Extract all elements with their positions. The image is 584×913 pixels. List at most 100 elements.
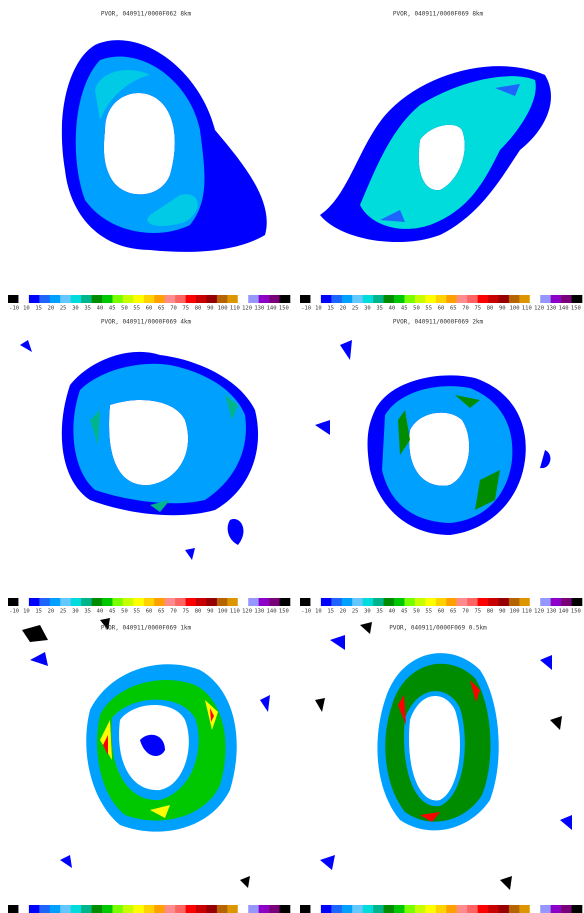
colorbar-swatch (551, 295, 562, 303)
contour-field (62, 40, 267, 252)
colorbar-swatch (186, 598, 197, 606)
colorbar-swatch (60, 598, 71, 606)
colorbar-swatch (186, 295, 197, 303)
colorbar-swatch (60, 295, 71, 303)
colorbar-swatch (217, 905, 228, 913)
colorbar-swatch (280, 598, 291, 606)
colorbar-swatch (133, 295, 144, 303)
colorbar-swatch (342, 598, 353, 606)
colorbar-swatch (530, 905, 541, 913)
colorbar-label: 30 (364, 306, 371, 312)
colorbar-swatch (572, 598, 583, 606)
colorbar-swatch (415, 295, 426, 303)
colorbar-label: 110 (230, 609, 240, 615)
colorbar-label: 140 (559, 306, 569, 312)
colorbar-label: 140 (267, 306, 277, 312)
colorbar-swatch (404, 598, 415, 606)
colorbar-label: 35 (84, 609, 91, 615)
colorbar-label: 15 (35, 609, 42, 615)
colorbar-swatch (175, 295, 186, 303)
colorbar-swatch (71, 905, 82, 913)
colorbar-swatch (280, 295, 291, 303)
colorbar-swatch (154, 598, 165, 606)
colorbar-label: 55 (425, 306, 432, 312)
colorbar-swatch (498, 905, 509, 913)
contour-field (20, 340, 258, 560)
colorbar-swatch (144, 295, 155, 303)
colorbar-swatch (227, 905, 238, 913)
colorbar-label: 45 (401, 306, 408, 312)
colorbar-swatch (467, 905, 478, 913)
colorbar-label: 120 (242, 306, 252, 312)
colorbar-swatch (540, 598, 551, 606)
colorbar-swatch (186, 905, 197, 913)
colorbar-label: 50 (121, 306, 128, 312)
colorbar-swatch (238, 295, 249, 303)
colorbar-swatch (572, 295, 583, 303)
colorbar-label: 120 (534, 609, 544, 615)
colorbar-label: 20 (48, 609, 55, 615)
colorbar-swatch (206, 905, 217, 913)
colorbar-swatch (259, 295, 270, 303)
colorbar-label: 40 (389, 609, 396, 615)
colorbar-swatch (404, 295, 415, 303)
colorbar-label: 130 (254, 609, 264, 615)
colorbar-swatch (436, 598, 447, 606)
colorbar-swatch (519, 598, 530, 606)
colorbar-swatch (310, 295, 321, 303)
colorbar-label: 65 (450, 609, 457, 615)
colorbar-swatch (467, 598, 478, 606)
colorbar-label: 45 (109, 609, 116, 615)
colorbar-swatch (551, 905, 562, 913)
contour-field (315, 340, 550, 535)
panel-title: PVOR, 040911/0000F062 8km (101, 11, 192, 18)
colorbar-swatch (478, 598, 489, 606)
colorbar-label: -10 (9, 306, 19, 312)
colorbar-label: 60 (146, 306, 153, 312)
colorbar-label: 40 (97, 306, 104, 312)
colorbar-swatch (18, 598, 29, 606)
colorbar-label: 110 (522, 306, 532, 312)
colorbar-swatch (457, 905, 468, 913)
colorbar-swatch (112, 598, 123, 606)
colorbar-label: 25 (60, 306, 67, 312)
colorbar-swatch (509, 295, 520, 303)
colorbar-swatch (342, 295, 353, 303)
colorbar-swatch (112, 905, 123, 913)
colorbar-swatch (310, 905, 321, 913)
colorbar-swatch (551, 598, 562, 606)
colorbar-swatch (81, 905, 92, 913)
figure: PVOR, 040911/0000F062 8km-10101520253035… (0, 0, 584, 913)
colorbar-swatch (269, 598, 280, 606)
colorbar-label: 30 (72, 306, 79, 312)
colorbar-swatch (71, 598, 82, 606)
colorbar-swatch (363, 598, 374, 606)
colorbar-label: 40 (389, 306, 396, 312)
colorbar-swatch (92, 295, 103, 303)
colorbar-swatch (352, 295, 363, 303)
colorbar-swatch (71, 295, 82, 303)
colorbar-label: 75 (474, 306, 481, 312)
colorbar-swatch (561, 598, 572, 606)
colorbar-swatch (112, 295, 123, 303)
colorbar-label: 35 (376, 609, 383, 615)
colorbar-label: 70 (462, 609, 469, 615)
colorbar-swatch (259, 598, 270, 606)
colorbar-label: 75 (474, 609, 481, 615)
colorbar-label: 70 (462, 306, 469, 312)
colorbar-swatch (102, 598, 113, 606)
colorbar-swatch (446, 905, 457, 913)
colorbar-label: 75 (182, 306, 189, 312)
colorbar-label: 25 (352, 306, 359, 312)
colorbar-label: 80 (195, 609, 202, 615)
colorbar-label: -10 (9, 609, 19, 615)
colorbar-swatch (384, 905, 395, 913)
colorbar-label: 65 (158, 609, 165, 615)
colorbar-swatch (300, 295, 311, 303)
colorbar-swatch (8, 598, 19, 606)
colorbar-swatch (331, 295, 342, 303)
colorbar-swatch (280, 905, 291, 913)
colorbar-label: 90 (207, 609, 214, 615)
colorbar-label: 90 (499, 306, 506, 312)
colorbar-swatch (81, 598, 92, 606)
